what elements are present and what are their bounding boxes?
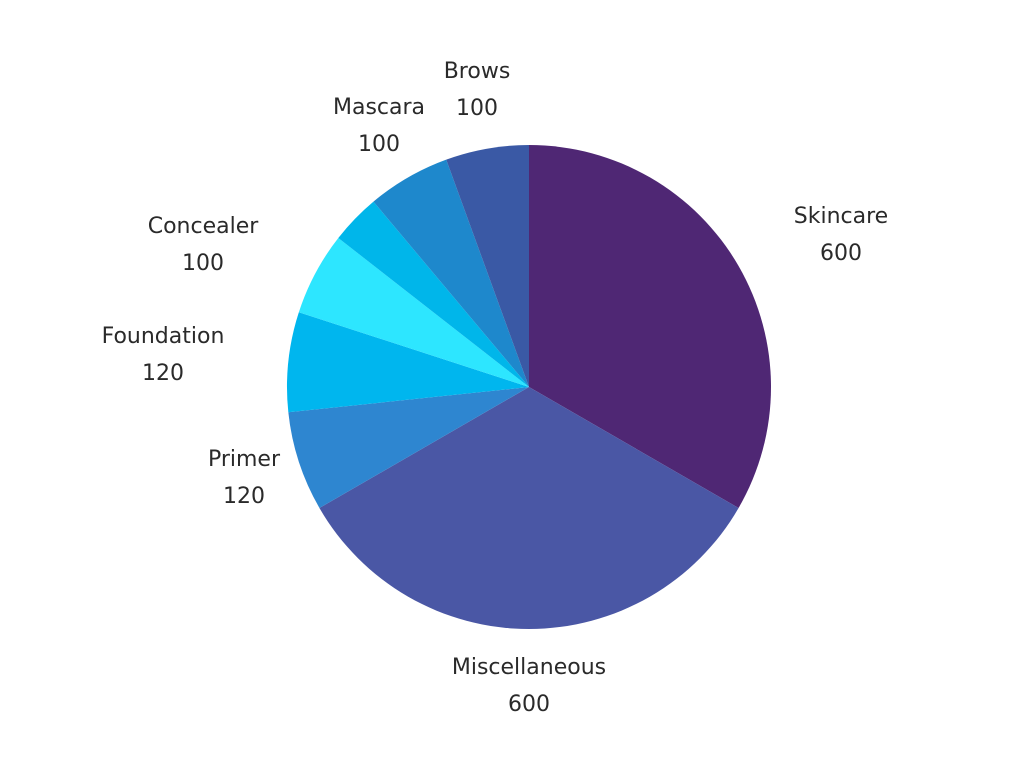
pie-slice-unlabeled bbox=[338, 201, 529, 387]
label-brows: Brows 100 bbox=[444, 53, 511, 127]
label-value: 100 bbox=[358, 132, 400, 157]
label-value: 100 bbox=[181, 251, 224, 276]
label-skincare: Skincare 600 bbox=[794, 198, 888, 272]
label-value: 600 bbox=[820, 241, 862, 266]
label-name: Concealer bbox=[147, 214, 259, 239]
label-mascara: Mascara 100 bbox=[333, 89, 425, 163]
pie-slice-brows bbox=[446, 145, 529, 387]
label-name: Skincare bbox=[793, 204, 889, 229]
pie-slice-mascara bbox=[373, 159, 529, 387]
label-name: Primer bbox=[207, 447, 281, 472]
label-name: Mascara bbox=[332, 95, 426, 120]
label-name: Miscellaneous bbox=[451, 655, 607, 680]
label-foundation: Foundation 120 bbox=[102, 318, 225, 392]
pie-slice-skincare bbox=[529, 145, 771, 508]
pie-slice-primer bbox=[288, 387, 529, 508]
label-value: 120 bbox=[223, 484, 265, 509]
label-name: Brows bbox=[443, 59, 511, 84]
pie-slice-concealer bbox=[298, 238, 529, 387]
label-value: 600 bbox=[508, 692, 550, 717]
label-concealer: Concealer 100 bbox=[148, 208, 259, 282]
pie-slice-miscellaneous bbox=[319, 387, 739, 629]
label-value: 100 bbox=[455, 96, 498, 121]
label-name: Foundation bbox=[101, 324, 225, 349]
label-primer: Primer 120 bbox=[208, 441, 280, 515]
pie-slice-foundation bbox=[287, 312, 529, 413]
label-value: 120 bbox=[142, 361, 184, 386]
label-miscellaneous: Miscellaneous 600 bbox=[452, 649, 606, 723]
